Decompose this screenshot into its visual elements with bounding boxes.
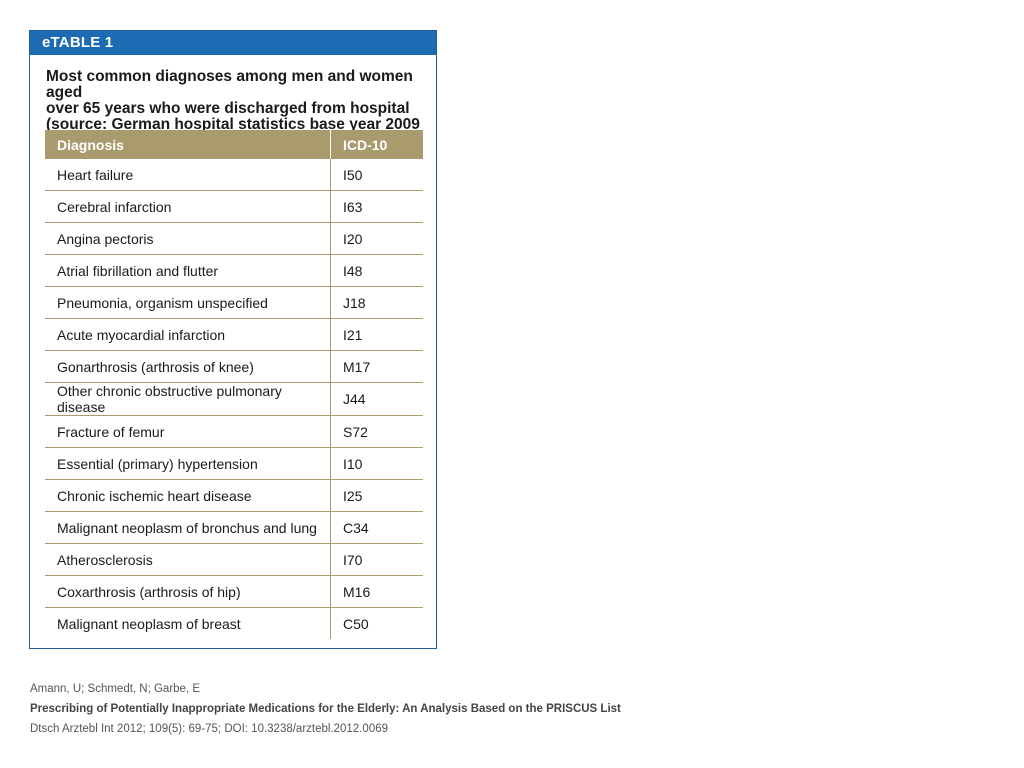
diagnosis-cell: Malignant neoplasm of bronchus and lung: [45, 511, 331, 544]
icd-code-cell: I50: [330, 159, 423, 191]
table-row: Atherosclerosis I70: [45, 543, 423, 576]
icd-code-cell: M16: [330, 575, 423, 608]
table-row: Other chronic obstructive pulmonary dise…: [45, 382, 423, 416]
column-header-diagnosis: Diagnosis: [45, 130, 331, 159]
icd-code-cell: J18: [330, 286, 423, 319]
diagnosis-table: Diagnosis ICD-10 Heart failure I50 Cerebr…: [45, 130, 423, 639]
icd-code-cell: M17: [330, 350, 423, 383]
diagnosis-cell: Pneumonia, organism unspecified: [45, 286, 331, 319]
table-row: Cerebral infarction I63: [45, 190, 423, 223]
icd-code-cell: I10: [330, 447, 423, 480]
table-row: Acute myocardial infarction I21: [45, 318, 423, 351]
diagnosis-cell: Fracture of femur: [45, 415, 331, 448]
table-row: Angina pectoris I20: [45, 222, 423, 255]
table-row: Malignant neoplasm of breast C50: [45, 607, 423, 639]
diagnosis-cell: Cerebral infarction: [45, 190, 331, 223]
diagnosis-cell: Atherosclerosis: [45, 543, 331, 576]
citation-source: Dtsch Arztebl Int 2012; 109(5): 69-75; D…: [30, 723, 389, 735]
icd-code-cell: C50: [330, 607, 423, 639]
diagnosis-cell: Essential (primary) hypertension: [45, 447, 331, 480]
diagnosis-cell: Other chronic obstructive pulmonary dise…: [45, 382, 331, 416]
citation-authors: Amann, U; Schmedt, N; Garbe, E: [30, 683, 201, 695]
column-header-icd10: ICD-10: [330, 130, 423, 159]
table-row: Pneumonia, organism unspecified J18: [45, 286, 423, 319]
table-row: Atrial fibrillation and flutter I48: [45, 254, 423, 287]
table-row: Coxarthrosis (arthrosis of hip) M16: [45, 575, 423, 608]
diagnosis-cell: Coxarthrosis (arthrosis of hip): [45, 575, 331, 608]
diagnosis-cell: Chronic ischemic heart disease: [45, 479, 331, 512]
table-row: Fracture of femur S72: [45, 415, 423, 448]
icd-code-cell: I20: [330, 222, 423, 255]
icd-code-cell: S72: [330, 415, 423, 448]
diagnosis-cell: Gonarthrosis (arthrosis of knee): [45, 350, 331, 383]
icd-code-cell: I21: [330, 318, 423, 351]
diagnosis-cell: Malignant neoplasm of breast: [57, 615, 241, 632]
icd-code-cell: I70: [330, 543, 423, 576]
diagnosis-cell: Angina pectoris: [45, 222, 331, 255]
diagnosis-cell: Acute myocardial infarction: [45, 318, 331, 351]
icd-code-cell: I48: [330, 254, 423, 287]
table-row: Gonarthrosis (arthrosis of knee) M17: [45, 350, 423, 383]
etable-panel: eTABLE 1 Most common diagnoses among men…: [29, 30, 437, 649]
icd-code-cell: I25: [330, 479, 423, 512]
diagnosis-cell: Heart failure: [45, 159, 331, 191]
icd-code-cell: J44: [330, 382, 423, 416]
citation-title: Prescribing of Potentially Inappropriate…: [30, 703, 621, 715]
table-label: eTABLE 1: [30, 31, 436, 55]
icd-code-cell: I63: [330, 190, 423, 223]
diagnosis-cell: Atrial fibrillation and flutter: [45, 254, 331, 287]
icd-code-cell: C34: [330, 511, 423, 544]
table-header-row: Diagnosis ICD-10: [45, 130, 423, 159]
table-row: Chronic ischemic heart disease I25: [45, 479, 423, 512]
table-row: Malignant neoplasm of bronchus and lung C…: [45, 511, 423, 544]
table-row: Heart failure I50: [45, 159, 423, 191]
citation-block: Amann, U; Schmedt, N; Garbe, E Prescribi…: [30, 679, 621, 739]
table-row: Essential (primary) hypertension I10: [45, 447, 423, 480]
